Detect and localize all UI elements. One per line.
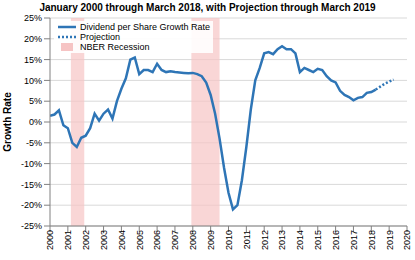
svg-text:2017: 2017	[349, 230, 359, 250]
svg-text:2007: 2007	[170, 230, 180, 250]
svg-text:2015: 2015	[313, 230, 323, 250]
svg-text:15%: 15%	[24, 55, 42, 65]
svg-text:2000: 2000	[45, 230, 55, 250]
svg-text:2009: 2009	[206, 230, 216, 250]
html-text:Growth Rate: Growth Rate	[1, 92, 13, 152]
svg-text:2008: 2008	[188, 230, 198, 250]
svg-text:2002: 2002	[81, 230, 91, 250]
svg-text:-10%: -10%	[21, 159, 42, 169]
html-text:January 2000 through March 201: January 2000 through March 2018, with Pr…	[39, 2, 376, 13]
svg-text:2019: 2019	[385, 230, 395, 250]
svg-text:5%: 5%	[29, 96, 42, 106]
svg-text:-25%: -25%	[21, 221, 42, 231]
svg-text:2020: 2020	[402, 230, 407, 250]
svg-text:2004: 2004	[117, 230, 127, 250]
svg-text:2001: 2001	[63, 230, 73, 250]
svg-text:2005: 2005	[135, 230, 145, 250]
svg-text:20%: 20%	[24, 34, 42, 44]
svg-text:2006: 2006	[152, 230, 162, 250]
svg-text:2013: 2013	[277, 230, 287, 250]
svg-text:2016: 2016	[331, 230, 341, 250]
svg-text:-15%: -15%	[21, 180, 42, 190]
svg-text:-5%: -5%	[26, 138, 42, 148]
svg-text:2011: 2011	[242, 230, 252, 249]
svg-text:2012: 2012	[260, 230, 270, 250]
svg-text:25%: 25%	[24, 13, 42, 23]
svg-text:2014: 2014	[295, 230, 305, 250]
html-text:Dividend per Share Growth Rate: Dividend per Share Growth Rate	[80, 22, 211, 32]
svg-text:0%: 0%	[29, 117, 42, 127]
svg-text:2018: 2018	[367, 230, 377, 250]
svg-text:2010: 2010	[224, 230, 234, 250]
svg-text:-20%: -20%	[21, 200, 42, 210]
svg-text:10%: 10%	[24, 76, 42, 86]
html-text:NBER Recession: NBER Recession	[80, 42, 150, 52]
svg-text:2003: 2003	[99, 230, 109, 250]
html-text:Projection: Projection	[80, 32, 120, 42]
